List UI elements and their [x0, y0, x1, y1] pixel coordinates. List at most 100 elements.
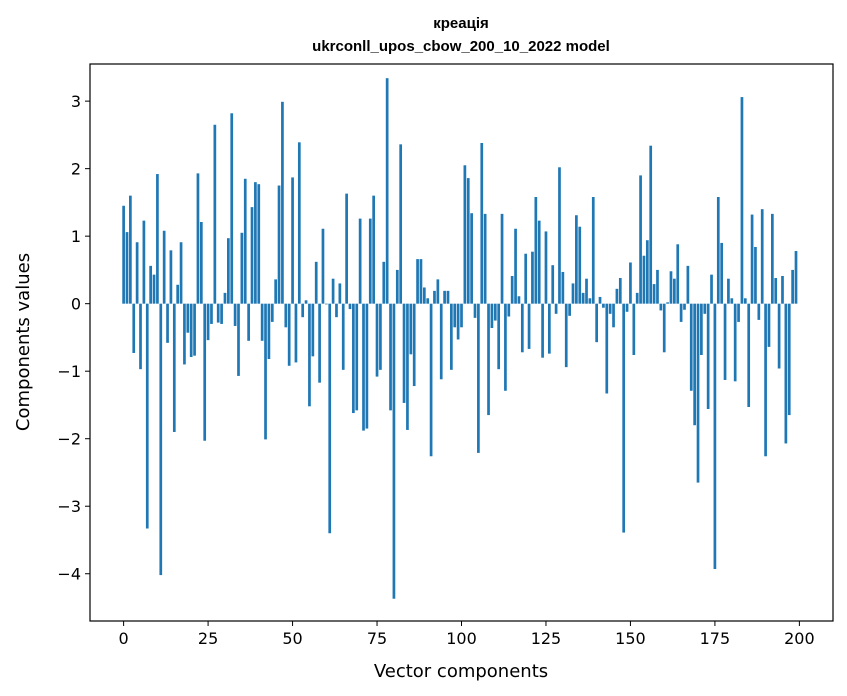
bar-29 [220, 303, 223, 324]
bar-169 [693, 303, 696, 426]
bar-153 [639, 175, 642, 304]
y-tick-label: 3 [71, 92, 81, 111]
bar-74 [372, 195, 375, 304]
bar-174 [710, 274, 713, 304]
bar-161 [666, 302, 669, 304]
bar-197 [787, 303, 791, 416]
bar-40 [257, 184, 261, 304]
y-tick-label: −1 [57, 362, 81, 381]
bar-110 [493, 303, 497, 321]
bar-71 [362, 303, 365, 431]
bar-43 [267, 303, 271, 360]
bar-15 [172, 303, 176, 432]
bar-69 [355, 303, 359, 411]
bar-14 [169, 250, 173, 304]
bar-123 [537, 220, 541, 304]
bar-13 [166, 303, 169, 343]
bar-4 [135, 242, 139, 304]
bar-35 [240, 232, 244, 304]
bar-107 [483, 213, 487, 304]
bar-155 [645, 240, 649, 304]
bar-50 [291, 177, 294, 304]
bar-56 [311, 303, 315, 357]
x-tick-label: 150 [615, 629, 646, 648]
bar-100 [460, 303, 463, 328]
bar-39 [254, 182, 257, 304]
x-axis-label: Vector components [374, 661, 548, 682]
bar-18 [183, 303, 186, 365]
bar-173 [706, 303, 710, 409]
bar-180 [730, 298, 734, 304]
bar-184 [743, 298, 747, 304]
bar-2 [129, 195, 132, 304]
bar-120 [527, 303, 531, 349]
bar-24 [203, 303, 207, 441]
bar-171 [700, 303, 703, 355]
bar-30 [223, 292, 227, 304]
bar-72 [365, 303, 369, 429]
bar-117 [517, 296, 521, 304]
bar-81 [395, 269, 399, 304]
chart-subtitle: ukrconll_upos_cbow_200_10_2022 model [312, 38, 610, 55]
bar-66 [345, 193, 348, 304]
bar-114 [507, 303, 511, 317]
bar-133 [571, 283, 575, 304]
y-tick-label: −2 [57, 430, 81, 449]
bar-17 [179, 242, 183, 304]
bar-82 [399, 144, 403, 304]
bar-52 [297, 142, 301, 304]
y-tick-label: 0 [71, 295, 81, 314]
bar-42 [264, 303, 267, 440]
bar-31 [227, 238, 230, 304]
bar-165 [679, 303, 683, 322]
bar-179 [727, 278, 730, 304]
bar-105 [477, 303, 480, 453]
bar-138 [588, 298, 592, 304]
bar-192 [771, 213, 774, 304]
bar-187 [754, 246, 757, 304]
x-tick-label: 200 [784, 629, 815, 648]
bar-67 [348, 303, 352, 310]
bar-92 [433, 290, 436, 304]
y-tick-label: 1 [71, 227, 81, 246]
bar-163 [673, 278, 676, 304]
y-tick-label: 2 [71, 160, 81, 179]
bar-0 [122, 205, 125, 304]
x-tick-label: 25 [198, 629, 218, 648]
bar-33 [233, 303, 237, 326]
bar-176 [716, 197, 720, 304]
bar-126 [548, 303, 551, 354]
bar-124 [541, 303, 544, 358]
bar-45 [274, 279, 278, 304]
bar-99 [456, 303, 460, 340]
bar-62 [331, 278, 335, 304]
bar-102 [466, 178, 470, 304]
bar-130 [561, 271, 565, 304]
x-tick-label: 125 [531, 629, 562, 648]
bar-183 [740, 97, 744, 304]
bar-199 [794, 251, 798, 304]
bar-76 [379, 303, 382, 370]
bar-7 [145, 303, 149, 529]
bar-129 [558, 167, 561, 304]
bar-119 [524, 253, 528, 304]
bar-172 [703, 303, 707, 314]
bar-166 [683, 303, 686, 310]
bar-93 [436, 279, 440, 304]
bar-88 [419, 259, 423, 304]
bar-152 [635, 292, 639, 304]
bar-90 [426, 298, 430, 304]
bar-3 [132, 303, 136, 353]
bar-28 [216, 303, 220, 323]
bar-132 [568, 303, 571, 316]
bar-38 [250, 207, 254, 304]
bar-78 [385, 78, 389, 304]
bar-20 [189, 303, 193, 358]
bar-186 [750, 214, 754, 304]
bar-142 [602, 303, 605, 308]
bar-168 [689, 303, 693, 391]
bar-162 [669, 271, 673, 304]
bar-21 [193, 303, 196, 356]
